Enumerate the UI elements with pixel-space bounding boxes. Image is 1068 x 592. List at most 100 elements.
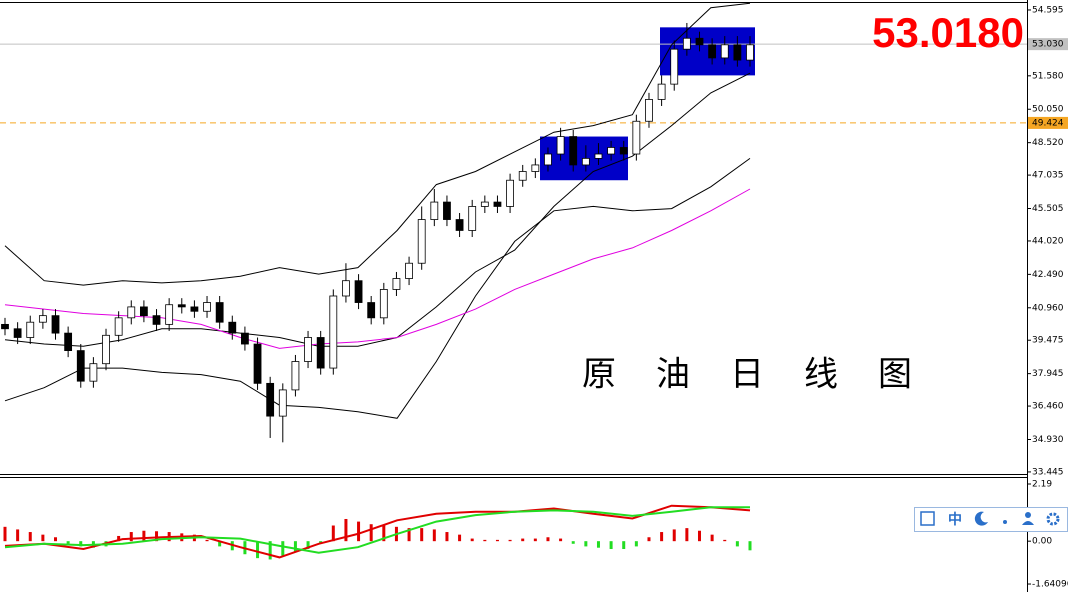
candle-body	[733, 44, 742, 61]
toolbar-frame	[914, 507, 1068, 532]
candle-body	[304, 337, 312, 362]
toolbar-icon[interactable]	[1022, 521, 1034, 525]
histogram-bar	[483, 539, 487, 542]
histogram-bar	[672, 529, 676, 542]
line	[4, 2, 751, 286]
chart-title: 53.0180	[872, 9, 1024, 56]
histogram-bar	[458, 534, 462, 542]
histogram-bar	[281, 541, 285, 556]
candle-body	[581, 157, 590, 166]
y-tick-label: 51.580	[1032, 71, 1064, 81]
histogram-bar	[382, 525, 386, 542]
y-tick-label: 40.960	[1032, 303, 1064, 313]
price-label: 53.030	[1032, 40, 1064, 50]
candle-body	[253, 343, 262, 384]
toolbar-icon[interactable]	[920, 511, 935, 526]
candle-body	[506, 179, 514, 207]
histogram-bar	[79, 541, 83, 547]
candle-body	[657, 83, 666, 100]
candle-body	[670, 48, 679, 85]
candle-body	[682, 37, 691, 50]
histogram-bar	[445, 532, 449, 542]
candle-body	[645, 99, 653, 122]
histogram-bar	[660, 532, 664, 542]
candle-body	[89, 363, 98, 382]
candle-body	[76, 350, 85, 382]
histogram-bar	[369, 524, 373, 542]
candle-body	[720, 44, 729, 59]
y-tick-label: 37.945	[1032, 369, 1064, 379]
line	[4, 157, 751, 419]
histogram-bar	[521, 538, 525, 542]
line	[4, 504, 751, 559]
candle-body	[367, 302, 376, 319]
histogram-bar	[647, 537, 651, 542]
candle-body	[203, 302, 211, 312]
y-tick-label: 42.490	[1032, 270, 1064, 280]
histogram-bar	[155, 531, 159, 542]
histogram-bar	[723, 539, 727, 542]
histogram-bar	[735, 541, 739, 547]
candle-body	[342, 280, 350, 297]
toolbar-icon[interactable]	[974, 511, 988, 526]
histogram-bar	[3, 526, 7, 542]
y-tick-label: 33.445	[1032, 467, 1064, 477]
toolbar-language[interactable]: 中	[948, 511, 962, 528]
candle-body	[38, 315, 47, 323]
histogram-bar	[559, 538, 563, 542]
candle-body	[556, 136, 565, 155]
y-tick-label: 48.520	[1032, 138, 1064, 148]
price-label-box	[1028, 116, 1068, 129]
candle-body	[544, 153, 552, 166]
candle-body	[228, 321, 237, 334]
histogram-bar	[697, 530, 701, 542]
histogram-bar	[609, 541, 613, 550]
histogram-bar	[54, 537, 58, 542]
price-label-box	[1028, 38, 1068, 51]
histogram-bar	[420, 528, 424, 542]
histogram-bar	[470, 538, 474, 542]
candle-body	[607, 147, 616, 155]
histogram-bar	[622, 541, 626, 550]
toolbar-icon[interactable]	[1003, 520, 1007, 524]
candle-body	[177, 304, 186, 308]
line	[4, 506, 750, 554]
histogram-bar	[432, 529, 436, 542]
candle-body	[455, 219, 464, 231]
histogram-bar	[571, 541, 575, 544]
histogram-bar	[66, 541, 70, 544]
histogram-bar	[584, 541, 588, 547]
histogram-bar	[218, 541, 222, 547]
histogram-bar	[344, 518, 348, 542]
candle-body	[152, 315, 161, 325]
toolbar: 中	[914, 507, 1068, 532]
histogram-bar	[117, 535, 121, 542]
histogram-bar	[293, 541, 297, 552]
candle-body	[127, 306, 136, 319]
candle-body	[64, 332, 73, 351]
candle-body	[139, 306, 148, 317]
candle-body	[26, 321, 35, 338]
y-tick-label: 36.460	[1032, 402, 1064, 412]
histogram-bar	[357, 521, 361, 542]
candle-body	[215, 302, 224, 323]
histogram-bar	[748, 541, 752, 551]
candle-body	[278, 389, 287, 417]
candle-body	[594, 153, 603, 159]
y-tick-label: 45.505	[1032, 204, 1064, 214]
histogram-bar	[495, 539, 499, 542]
candle-body	[1, 323, 9, 330]
histogram-bar	[546, 537, 550, 542]
candle-body	[114, 317, 123, 336]
histogram-bar	[533, 538, 537, 542]
toolbar-icon[interactable]	[1046, 512, 1060, 526]
toolbar-icon[interactable]	[1025, 512, 1031, 518]
candle-body	[266, 382, 275, 417]
candle-body	[443, 201, 451, 220]
candle-body	[531, 164, 540, 172]
y-tick-label: 44.020	[1032, 236, 1064, 246]
candle-body	[619, 147, 628, 155]
candle-body	[291, 361, 300, 391]
histogram-bar	[41, 534, 45, 542]
